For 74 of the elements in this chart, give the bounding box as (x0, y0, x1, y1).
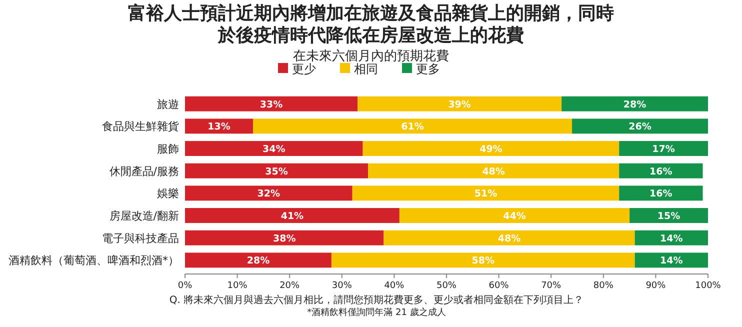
bar (384, 230, 635, 246)
legend-label: 相同 (354, 62, 378, 76)
chart-subtitle: 在未來六個月內的預期花費 (293, 49, 449, 64)
y-tick-label: 房屋改造/翻新 (109, 210, 179, 222)
bar (634, 230, 708, 246)
text: 38% (272, 233, 296, 244)
x-tick-label: 70% (541, 281, 562, 291)
text: 49% (480, 144, 502, 155)
bar (185, 208, 400, 223)
x-tick-label: 40% (384, 281, 405, 291)
y-tick-label: 酒精飲料（葡萄酒、啤酒和烈酒*） (8, 254, 179, 268)
text: 16% (650, 166, 672, 178)
bar (358, 96, 562, 112)
bar (185, 163, 368, 178)
x-tick-label: 80% (593, 281, 614, 291)
y-tick-label: 娛樂 (157, 187, 179, 200)
x-tick-label: 90% (646, 281, 666, 291)
bar (185, 96, 358, 112)
text: 14% (660, 256, 683, 267)
text: 14% (660, 233, 683, 244)
text: 17% (652, 144, 675, 155)
bar (352, 186, 620, 201)
x-tick-label: 100% (695, 281, 722, 291)
y-tick-label: 電子與科技產品 (102, 232, 179, 245)
bar (185, 230, 384, 246)
bar (562, 96, 708, 112)
bar (185, 118, 253, 134)
text: 15% (657, 211, 680, 222)
x-tick-label: 10% (227, 281, 248, 291)
text: 61% (401, 122, 424, 133)
x-tick-label: 60% (488, 281, 510, 291)
y-tick-label: 旅遊 (157, 98, 179, 111)
legend-label: 更少 (292, 62, 316, 76)
bar (634, 252, 708, 268)
bar (331, 252, 635, 268)
y-tick-label: 休閒產品/服務 (109, 164, 179, 178)
bar (619, 163, 703, 178)
bar (572, 118, 708, 134)
x-tick-label: 20% (280, 281, 300, 291)
text: 28% (246, 256, 270, 267)
bar (185, 186, 352, 201)
x-tick-label: 30% (332, 281, 352, 291)
text: Q. 將未來六個月與過去六個月相比，請問您預期花費更多、更少或者相同金額在下列項目上？ (169, 294, 584, 306)
text: 26% (628, 122, 652, 133)
bar (185, 141, 363, 156)
text: 34% (262, 144, 286, 155)
text: 44% (503, 211, 526, 222)
x-tick-label: 0% (178, 281, 193, 291)
y-tick-label: 食品與生鮮雜貨 (102, 120, 179, 134)
text: 39% (448, 99, 471, 110)
text: *酒精飲料僅詢問年滿 21 歲之成人 (307, 307, 446, 318)
text: 51% (474, 188, 498, 200)
text: 35% (265, 166, 288, 178)
text: 13% (208, 122, 230, 133)
bar (252, 118, 572, 134)
bar (399, 208, 630, 223)
text: 41% (280, 211, 304, 222)
bar (185, 252, 332, 268)
bar (619, 186, 703, 201)
text: 28% (623, 99, 646, 110)
text: 48% (498, 233, 521, 244)
bar (619, 141, 708, 156)
y-tick-label: 服飾 (157, 142, 179, 156)
bar (362, 141, 620, 156)
text: 58% (472, 256, 494, 267)
text: 48% (482, 166, 505, 178)
x-tick-label: 50% (436, 281, 457, 291)
bar (630, 208, 708, 223)
chart-title: 富裕人士預計近期內將增加在旅遊及食品雜貨上的開銷，同時於後疫情時代降低在房屋改造上的花費 (128, 3, 614, 46)
legend-label: 更多 (416, 62, 440, 76)
text: 16% (650, 188, 672, 200)
bar (368, 163, 620, 178)
text: 32% (257, 188, 280, 200)
text: 33% (260, 99, 283, 110)
